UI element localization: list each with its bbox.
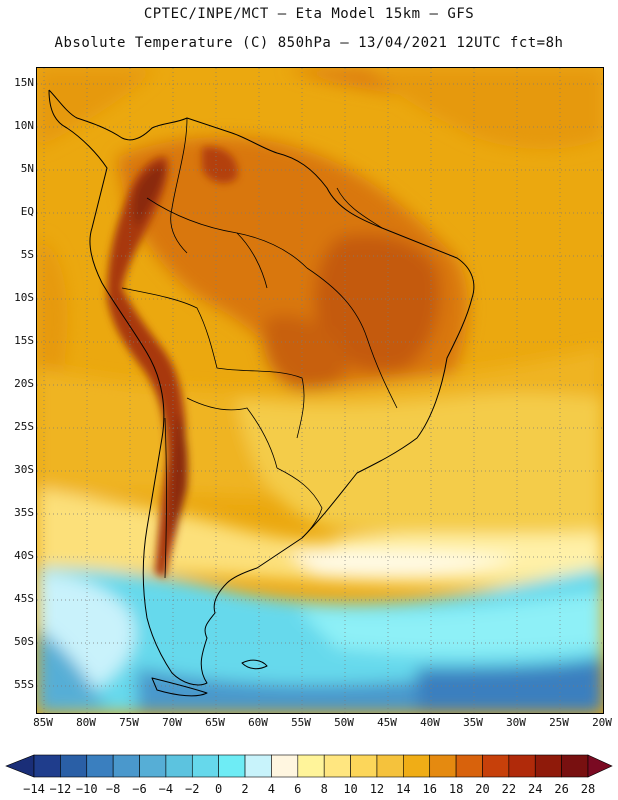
colorbar-swatch bbox=[297, 754, 325, 778]
lon-label: 25W bbox=[549, 716, 569, 729]
colorbar-swatch bbox=[534, 754, 562, 778]
colorbar-swatch bbox=[112, 754, 140, 778]
colorbar-label: 26 bbox=[554, 782, 569, 796]
lon-label: 50W bbox=[334, 716, 354, 729]
lon-label: 70W bbox=[162, 716, 182, 729]
lat-label: 45S bbox=[14, 592, 34, 605]
colorbar-label: 16 bbox=[422, 782, 437, 796]
colorbar-swatch bbox=[323, 754, 351, 778]
cool-band-pale bbox=[287, 550, 517, 575]
cold-zone-pacific-south bbox=[37, 628, 107, 713]
colorbar-label: 22 bbox=[501, 782, 517, 796]
colorbar-label: −2 bbox=[185, 782, 200, 796]
colorbar-swatch bbox=[218, 754, 246, 778]
lat-label: 5S bbox=[20, 248, 34, 261]
warm-band-atlantic-north bbox=[367, 68, 603, 149]
lon-label: 75W bbox=[119, 716, 139, 729]
tierra-del-fuego bbox=[151, 677, 208, 697]
colorbar-swatch bbox=[455, 754, 483, 778]
colorbar-swatch bbox=[165, 754, 193, 778]
chart-title: CPTEC/INPE/MCT — Eta Model 15km — GFS bbox=[143, 6, 475, 22]
temperature-map bbox=[36, 67, 604, 714]
colorbar-label: 8 bbox=[320, 782, 328, 796]
lat-label: 20S bbox=[14, 377, 34, 390]
coastlines bbox=[48, 89, 475, 697]
colorbar-label: −12 bbox=[49, 782, 72, 796]
colorbar-label: 18 bbox=[448, 782, 464, 796]
lon-label: 60W bbox=[248, 716, 268, 729]
andes-ridge bbox=[107, 157, 186, 578]
colorbar-label: 2 bbox=[241, 782, 249, 796]
map-canvas bbox=[37, 68, 603, 713]
lon-label: 85W bbox=[33, 716, 53, 729]
colorbar-label: 4 bbox=[267, 782, 276, 796]
colorbar-swatch bbox=[561, 754, 589, 778]
coldest-zone bbox=[417, 658, 603, 713]
colorbar-swatch bbox=[350, 754, 378, 778]
lat-label: 15S bbox=[14, 334, 34, 347]
lat-label: 5N bbox=[20, 162, 34, 175]
colorbar-label: 12 bbox=[369, 782, 385, 796]
colorbar-swatch bbox=[376, 754, 404, 778]
lat-label: 10S bbox=[14, 291, 34, 304]
colorbar-label: 28 bbox=[580, 782, 596, 796]
lat-label: 30S bbox=[14, 463, 34, 476]
lat-label: 50S bbox=[14, 635, 34, 648]
colorbar-label: 6 bbox=[294, 782, 302, 796]
lon-label: 20W bbox=[592, 716, 612, 729]
lon-label: 55W bbox=[291, 716, 311, 729]
hot-zone-central bbox=[263, 315, 347, 392]
colorbar-label: −10 bbox=[75, 782, 98, 796]
colorbar-swatch bbox=[271, 754, 299, 778]
lat-label: 25S bbox=[14, 420, 34, 433]
mild-band-south-atlantic bbox=[237, 393, 603, 536]
colorbar-label: −4 bbox=[158, 782, 174, 796]
colorbar-swatch bbox=[191, 754, 219, 778]
colorbar-label: 10 bbox=[343, 782, 358, 796]
lat-label: 55S bbox=[14, 678, 34, 691]
country-borders bbox=[121, 117, 398, 579]
lat-label: 10N bbox=[14, 119, 34, 132]
lat-label: 15N bbox=[14, 76, 34, 89]
andes-north-peak bbox=[133, 166, 165, 228]
lon-label: 35W bbox=[463, 716, 483, 729]
colorbar-swatch bbox=[86, 754, 114, 778]
lat-label: 35S bbox=[14, 506, 34, 519]
colorbar-swatch bbox=[429, 754, 457, 778]
colorbar-high-arrow bbox=[587, 754, 613, 778]
lon-label: 30W bbox=[506, 716, 526, 729]
south-america-coast bbox=[48, 89, 475, 686]
hot-zone-northeast-brazil bbox=[314, 234, 441, 372]
lon-label: 80W bbox=[76, 716, 96, 729]
venezuela-hot-spot bbox=[202, 147, 238, 184]
chart-subtitle: Absolute Temperature (C) 850hPa — 13/04/… bbox=[54, 35, 564, 51]
colorbar-label: −6 bbox=[132, 782, 147, 796]
colorbar bbox=[5, 754, 613, 778]
colorbar-swatch bbox=[139, 754, 167, 778]
colorbar-label: 20 bbox=[475, 782, 490, 796]
colorbar-swatch bbox=[482, 754, 510, 778]
colorbar-swatch bbox=[508, 754, 536, 778]
colorbar-label: 24 bbox=[528, 782, 543, 796]
warm-band-pacific bbox=[37, 238, 68, 408]
colorbar-swatch bbox=[244, 754, 272, 778]
lon-label: 40W bbox=[420, 716, 440, 729]
cool-zone-south-atlantic bbox=[297, 593, 603, 656]
andes-central-peak bbox=[171, 413, 188, 538]
lon-label: 65W bbox=[205, 716, 225, 729]
colorbar-swatch bbox=[33, 754, 61, 778]
colorbar-label: −14 bbox=[23, 782, 45, 796]
colorbar-swatch bbox=[60, 754, 88, 778]
colorbar-swatch bbox=[403, 754, 431, 778]
colorbar-low-arrow bbox=[5, 754, 35, 778]
colorbar-label: 0 bbox=[215, 782, 223, 796]
falklands bbox=[241, 659, 268, 670]
colorbar-label: 14 bbox=[396, 782, 411, 796]
lon-label: 45W bbox=[377, 716, 397, 729]
colorbar-label: −8 bbox=[105, 782, 121, 796]
lat-label: EQ bbox=[20, 205, 34, 218]
lat-label: 40S bbox=[14, 549, 34, 562]
